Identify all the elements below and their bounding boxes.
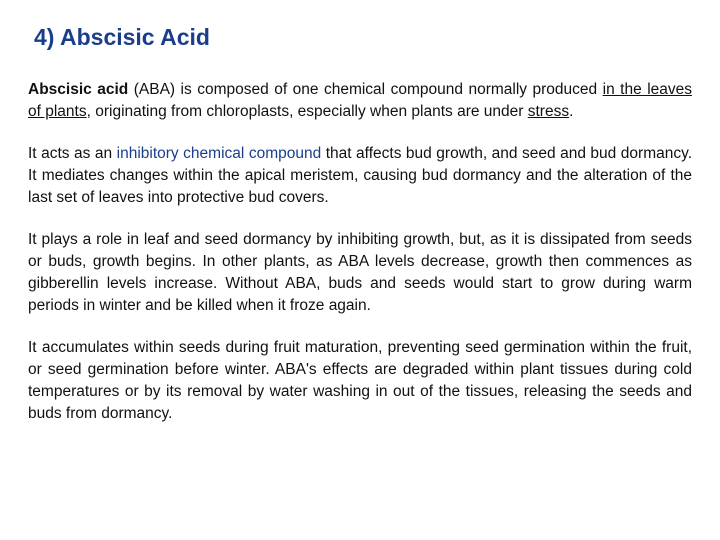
p1-underline-stress: stress: [528, 103, 569, 120]
p2-highlight-inhibitory: inhibitory chemical compound: [117, 145, 322, 162]
slide-container: 4) Abscisic Acid Abscisic acid (ABA) is …: [0, 0, 720, 469]
p1-text-2: , originating from chloroplasts, especia…: [87, 103, 528, 120]
slide-heading: 4) Abscisic Acid: [34, 24, 692, 51]
p1-text-1: (ABA) is composed of one chemical compou…: [128, 81, 602, 98]
p1-text-3: .: [569, 103, 573, 120]
paragraph-3: It plays a role in leaf and seed dormanc…: [28, 229, 692, 317]
paragraph-4: It accumulates within seeds during fruit…: [28, 337, 692, 425]
p2-text-1: It acts as an: [28, 145, 117, 162]
paragraph-1: Abscisic acid (ABA) is composed of one c…: [28, 79, 692, 123]
p1-bold-abscisic-acid: Abscisic acid: [28, 81, 128, 98]
paragraph-2: It acts as an inhibitory chemical compou…: [28, 143, 692, 209]
